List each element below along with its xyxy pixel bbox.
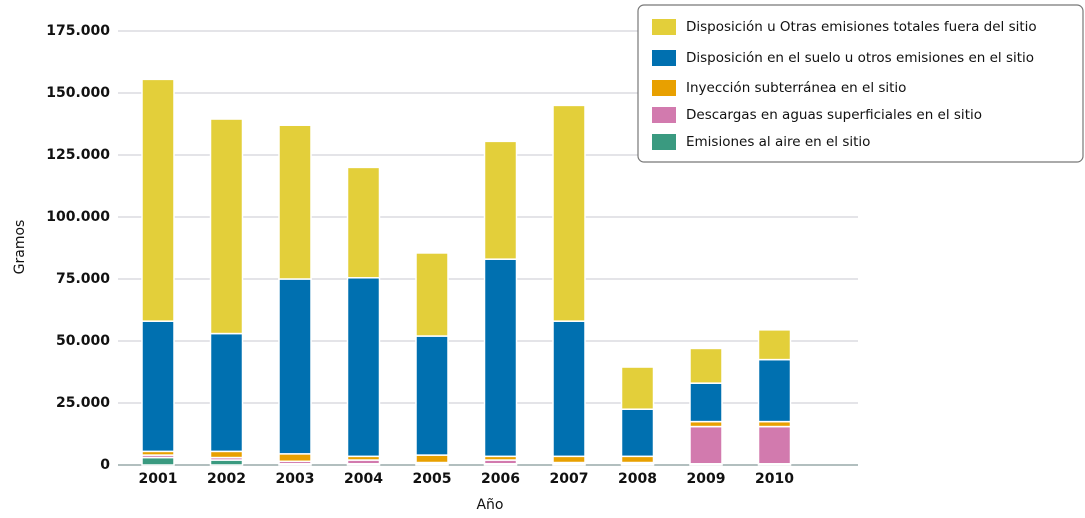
bar-segment [483,140,518,260]
x-tick-label: 2002 [207,471,246,487]
y-tick-label: 100.000 [46,209,110,225]
bar-segment [483,258,518,458]
bar-segment [209,332,244,453]
bar-segment [415,454,449,464]
y-tick-label: 150.000 [46,85,110,101]
bar-segment [209,450,244,459]
y-axis-label: Gramos [12,220,28,275]
bar-segment [689,425,723,465]
bar-segment [620,408,655,458]
y-tick-label: 50.000 [56,333,110,349]
legend-label: Emisiones al aire en el sitio [686,134,870,150]
bar-segment [757,358,792,423]
bar-segment [620,366,655,410]
x-tick-label: 2005 [413,471,452,487]
x-tick-label: 2004 [344,471,383,487]
bar-segment [346,277,381,458]
bar-segment [552,455,586,464]
legend-swatch [652,134,676,150]
y-tick-label: 75.000 [56,271,110,287]
x-tick-label: 2010 [755,471,794,487]
legend-swatch [652,107,676,123]
bar-segment [346,166,381,279]
bar-segment [757,329,792,361]
x-tick-label: 2001 [139,471,178,487]
bar-segment [141,320,175,453]
legend-box [637,4,1084,163]
legend-label: Descargas en aguas superficiales en el s… [686,107,982,123]
bar-segment [278,124,312,280]
x-tick-label: 2003 [276,471,315,487]
y-tick-label: 25.000 [56,395,110,411]
bar-segment [415,335,449,456]
legend-label: Disposición en el suelo u otros emisione… [686,50,1034,66]
x-tick-label: 2008 [618,471,657,487]
bar-segment [278,278,312,455]
legend-label: Inyección subterránea en el sitio [686,80,906,96]
bar-segment [552,104,586,322]
bar-segment [141,456,175,466]
x-tick-label: 2006 [481,471,520,487]
bar-segment [415,252,449,337]
y-tick-label: 125.000 [46,147,110,163]
bar-segment [552,320,586,458]
x-tick-label: 2009 [687,471,726,487]
bar-segment [278,453,312,463]
y-tick-label: 0 [100,457,110,473]
x-axis-label: Año [476,497,503,513]
legend-swatch [652,19,676,35]
bar-segment [757,425,792,465]
bar-segment [689,347,723,384]
bar-segment [141,78,175,322]
y-tick-label: 175.000 [46,23,110,39]
bar-segment [209,118,244,335]
bar-segment [689,382,723,423]
x-tick-label: 2007 [550,471,589,487]
legend-label: Disposición u Otras emisiones totales fu… [686,19,1037,35]
legend-swatch [652,80,676,96]
bar-segment [620,455,655,464]
legend-swatch [652,50,676,66]
